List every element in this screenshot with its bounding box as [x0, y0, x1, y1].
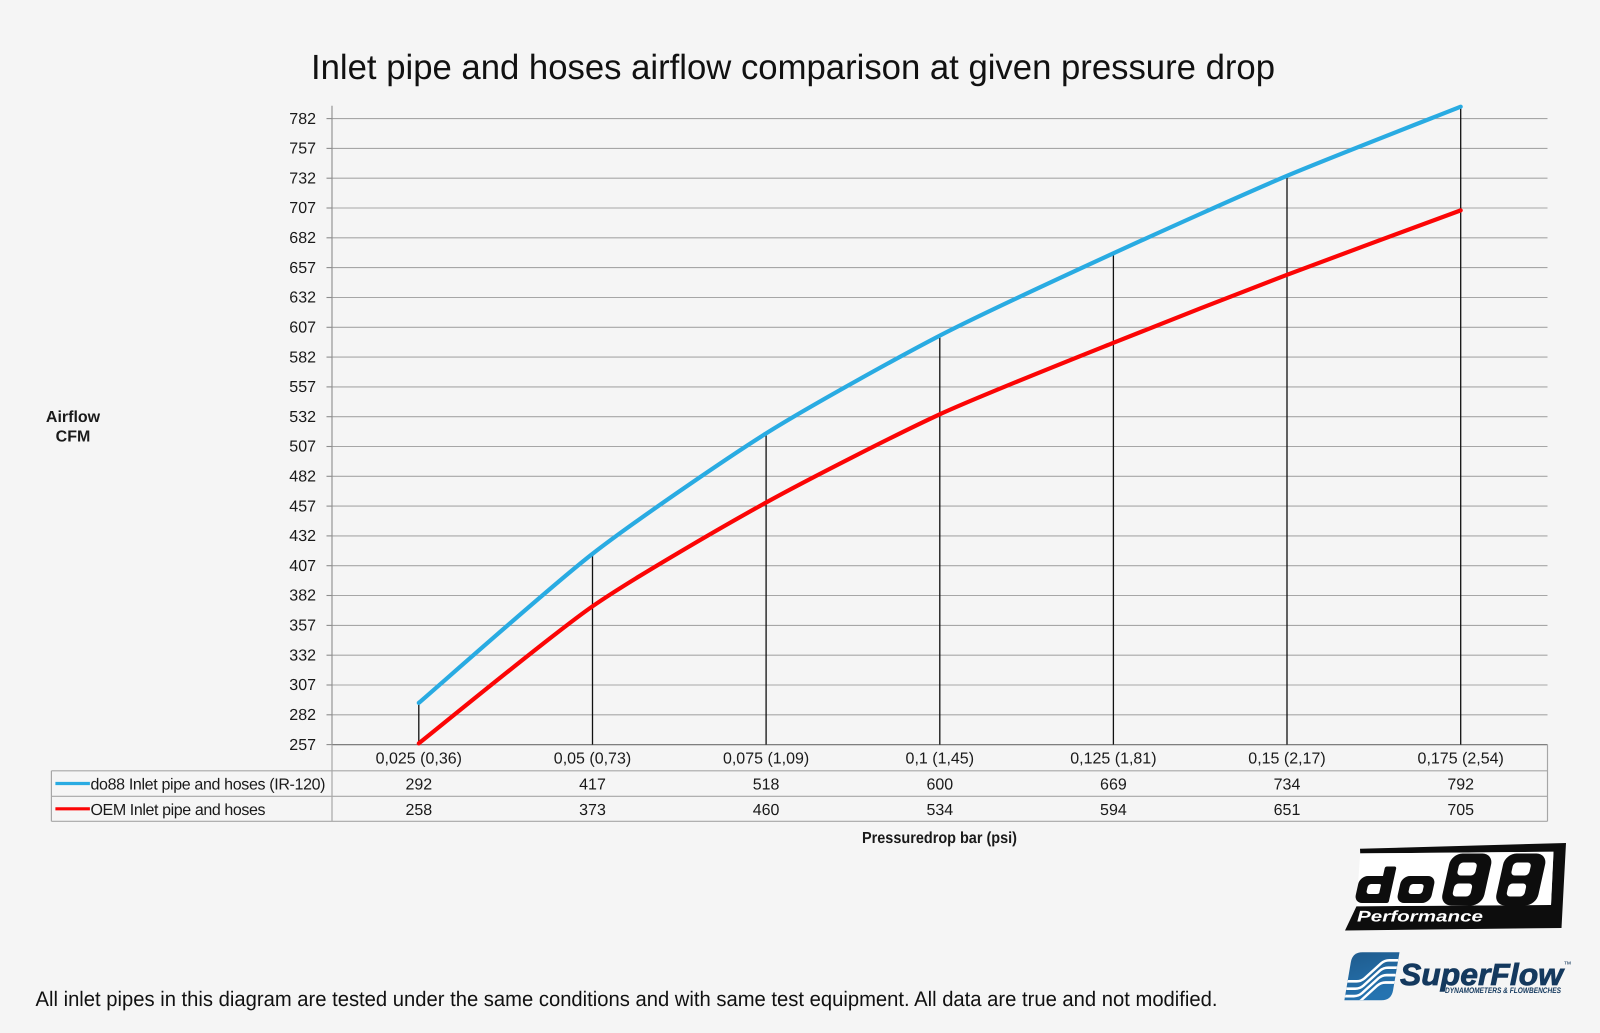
svg-text:Inlet pipe and hoses airflow c: Inlet pipe and hoses airflow comparison … [311, 48, 1275, 87]
svg-text:0,025 (0,36): 0,025 (0,36) [376, 751, 462, 768]
svg-text:DYNAMOMETERS & FLOWBENCHES: DYNAMOMETERS & FLOWBENCHES [1445, 986, 1562, 995]
svg-text:0,175 (2,54): 0,175 (2,54) [1418, 751, 1504, 768]
svg-text:282: 282 [289, 707, 316, 724]
svg-text:582: 582 [289, 349, 316, 366]
svg-text:CFM: CFM [56, 429, 91, 446]
svg-text:460: 460 [753, 802, 780, 819]
svg-text:417: 417 [579, 777, 606, 794]
svg-text:534: 534 [926, 802, 953, 819]
svg-text:607: 607 [289, 320, 316, 337]
svg-text:357: 357 [289, 618, 316, 635]
svg-text:All inlet pipes in this diagra: All inlet pipes in this diagram are test… [36, 988, 1218, 1011]
svg-text:732: 732 [289, 170, 316, 187]
svg-text:657: 657 [289, 260, 316, 277]
svg-text:600: 600 [926, 777, 953, 794]
svg-text:Airflow: Airflow [46, 409, 101, 426]
svg-text:0,1 (1,45): 0,1 (1,45) [906, 751, 974, 768]
svg-text:705: 705 [1447, 802, 1474, 819]
svg-text:532: 532 [289, 409, 316, 426]
svg-text:0,125 (1,81): 0,125 (1,81) [1070, 751, 1156, 768]
svg-text:Performance: Performance [1357, 909, 1484, 926]
svg-text:292: 292 [405, 777, 432, 794]
svg-text:792: 792 [1447, 777, 1474, 794]
svg-text:258: 258 [405, 802, 432, 819]
svg-text:669: 669 [1100, 777, 1127, 794]
svg-text:482: 482 [289, 469, 316, 486]
svg-text:557: 557 [289, 379, 316, 396]
svg-text:651: 651 [1274, 802, 1301, 819]
svg-text:594: 594 [1100, 802, 1127, 819]
svg-text:0,075 (1,09): 0,075 (1,09) [723, 751, 809, 768]
svg-text:507: 507 [289, 439, 316, 456]
svg-text:332: 332 [289, 647, 316, 664]
svg-text:782: 782 [289, 111, 316, 128]
svg-text:734: 734 [1274, 777, 1301, 794]
svg-text:518: 518 [753, 777, 780, 794]
svg-text:373: 373 [579, 802, 606, 819]
svg-text:457: 457 [289, 498, 316, 515]
svg-text:707: 707 [289, 200, 316, 217]
svg-text:0,05 (0,73): 0,05 (0,73) [554, 751, 631, 768]
svg-text:SuperFlow: SuperFlow [1400, 958, 1565, 992]
svg-text:™: ™ [1564, 960, 1572, 969]
svg-text:257: 257 [289, 737, 316, 754]
svg-text:Pressuredrop bar (psi): Pressuredrop bar (psi) [862, 830, 1017, 847]
svg-text:757: 757 [289, 141, 316, 158]
svg-text:407: 407 [289, 558, 316, 575]
svg-text:682: 682 [289, 230, 316, 247]
svg-text:do88 Inlet pipe and hoses (IR-: do88 Inlet pipe and hoses (IR-120) [91, 777, 326, 794]
svg-text:432: 432 [289, 528, 316, 545]
svg-text:307: 307 [289, 677, 316, 694]
svg-text:0,15 (2,17): 0,15 (2,17) [1248, 751, 1325, 768]
svg-text:OEM Inlet pipe and hoses: OEM Inlet pipe and hoses [91, 802, 266, 819]
svg-text:632: 632 [289, 290, 316, 307]
svg-text:382: 382 [289, 588, 316, 605]
